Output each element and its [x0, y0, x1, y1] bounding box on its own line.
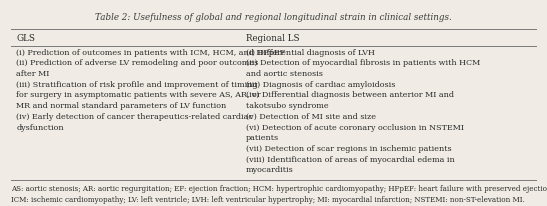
Text: GLS: GLS — [16, 34, 36, 43]
Text: Table 2: Usefulness of global and regional longitudinal strain in clinical setti: Table 2: Usefulness of global and region… — [95, 13, 452, 22]
Text: ICM: ischemic cardiomyopathy; LV: left ventricle; LVH: left ventricular hypertro: ICM: ischemic cardiomyopathy; LV: left v… — [11, 195, 525, 203]
Text: (i) Prediction of outcomes in patients with ICM, HCM, and HFpEF
(ii) Prediction : (i) Prediction of outcomes in patients w… — [16, 48, 286, 131]
Text: AS: aortic stenosis; AR: aortic regurgitation; EF: ejection fraction; HCM: hyper: AS: aortic stenosis; AR: aortic regurgit… — [11, 184, 547, 192]
Text: Regional LS: Regional LS — [246, 34, 300, 43]
Text: (i) Differential diagnosis of LVH
(ii) Detection of myocardial fibrosis in patie: (i) Differential diagnosis of LVH (ii) D… — [246, 48, 480, 173]
